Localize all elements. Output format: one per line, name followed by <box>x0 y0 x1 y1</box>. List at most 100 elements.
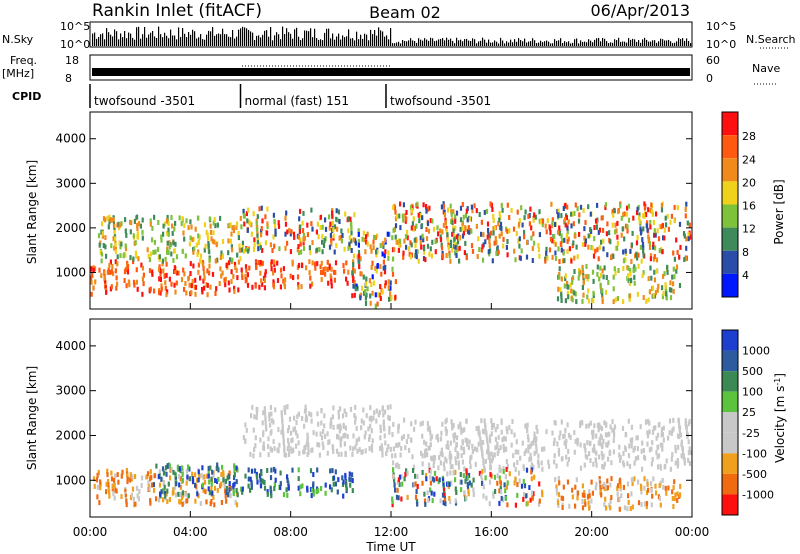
data-cell <box>621 425 625 431</box>
data-cell <box>673 204 676 210</box>
nsky-bar <box>250 31 252 46</box>
data-cell <box>630 443 633 449</box>
data-cell <box>376 249 379 255</box>
data-cell <box>196 252 199 257</box>
data-cell <box>441 253 445 259</box>
n-tick-bottom-left: 10^0 <box>60 38 90 51</box>
data-cell <box>508 471 511 477</box>
data-cell <box>558 274 561 280</box>
data-cell <box>473 203 476 209</box>
data-cell <box>400 445 403 451</box>
data-cell <box>328 265 331 271</box>
data-cell <box>556 490 559 496</box>
nsky-bar <box>616 40 618 46</box>
data-cell <box>676 497 679 503</box>
data-cell <box>393 205 397 211</box>
data-cell <box>553 459 556 465</box>
data-cell <box>660 427 663 433</box>
nsky-bar <box>486 42 488 46</box>
data-cell <box>562 434 565 440</box>
data-cell <box>638 215 641 221</box>
data-cell <box>272 282 275 288</box>
data-cell <box>393 477 396 483</box>
data-cell <box>604 484 607 490</box>
data-cell <box>298 216 301 222</box>
data-cell <box>574 484 577 490</box>
data-cell <box>637 252 640 258</box>
nsky-bar <box>222 28 224 46</box>
data-cell <box>197 262 200 268</box>
data-cell <box>419 421 422 427</box>
data-cell <box>413 237 416 243</box>
data-cell <box>299 208 302 214</box>
data-cell <box>334 270 337 276</box>
data-cell <box>187 276 190 282</box>
data-cell <box>537 453 540 459</box>
data-cell <box>616 296 619 301</box>
data-cell <box>488 434 492 440</box>
data-cell <box>587 500 590 506</box>
data-cell <box>598 276 601 282</box>
data-cell <box>599 484 602 490</box>
data-cell <box>288 227 291 233</box>
power-panel-frame <box>89 111 693 310</box>
data-cell <box>268 416 271 422</box>
data-cell <box>180 277 184 283</box>
colorbar-tick-label: 25 <box>742 406 756 419</box>
data-cell <box>576 206 579 212</box>
data-cell <box>199 258 202 264</box>
data-cell <box>538 498 541 504</box>
data-cell <box>624 248 627 254</box>
data-cell <box>260 232 263 238</box>
data-cell <box>524 493 528 499</box>
data-cell <box>110 269 113 274</box>
data-cell <box>364 249 367 255</box>
nsky-bar <box>446 37 448 46</box>
data-cell <box>514 449 517 455</box>
nsky-bar <box>322 40 324 46</box>
data-cell <box>504 474 507 480</box>
data-cell <box>634 456 637 462</box>
data-cell <box>429 469 432 475</box>
data-cell <box>602 246 605 252</box>
data-cell <box>323 238 326 243</box>
data-cell <box>659 442 662 448</box>
data-cell <box>352 283 355 289</box>
data-cell <box>402 202 405 208</box>
data-cell <box>110 217 113 223</box>
data-cell <box>132 279 136 285</box>
data-cell <box>311 260 314 266</box>
data-cell <box>370 281 373 287</box>
data-cell <box>254 435 257 441</box>
data-cell <box>235 487 238 493</box>
data-cell <box>600 492 603 498</box>
data-cell <box>136 222 139 228</box>
data-cell <box>302 449 305 455</box>
data-cell <box>533 437 536 443</box>
data-cell <box>650 461 653 467</box>
data-cell <box>666 213 669 219</box>
data-cell <box>105 289 108 295</box>
data-cell <box>678 434 681 440</box>
data-cell <box>595 433 598 439</box>
data-cell <box>259 437 262 443</box>
data-cell <box>256 239 259 245</box>
data-cell <box>162 268 165 274</box>
data-cell <box>365 239 368 245</box>
data-cell <box>433 455 436 461</box>
data-cell <box>480 446 483 452</box>
data-cell <box>305 441 308 447</box>
n-tick-bottom-right: 10^0 <box>706 38 736 51</box>
data-cell <box>301 263 304 269</box>
data-cell <box>91 273 94 278</box>
data-cell <box>639 230 643 236</box>
freq-tick-bottom: 8 <box>65 72 72 85</box>
data-cell <box>272 270 275 276</box>
data-cell <box>448 450 452 456</box>
data-cell <box>181 465 184 471</box>
data-cell <box>621 226 624 232</box>
data-cell <box>268 413 271 419</box>
data-cell <box>419 213 422 219</box>
data-cell <box>670 430 673 436</box>
data-cell <box>444 419 447 425</box>
